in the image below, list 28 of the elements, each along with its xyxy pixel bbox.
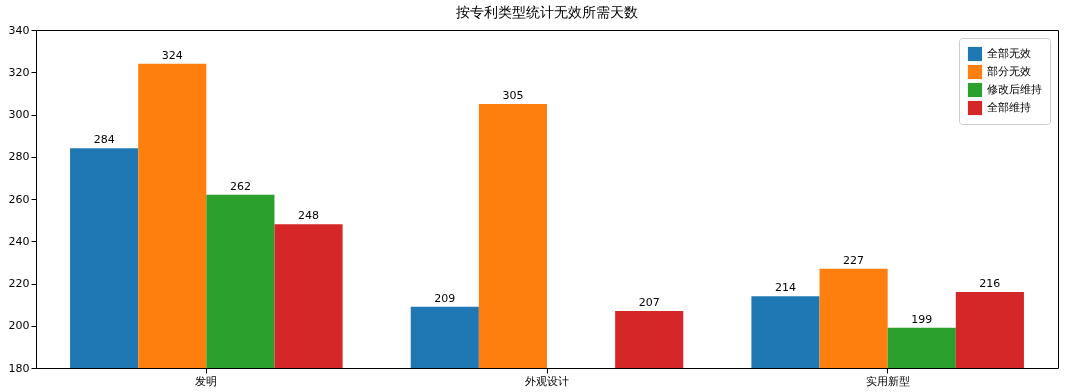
data-label: 262	[229, 179, 251, 193]
data-label: 207	[638, 295, 660, 309]
data-label: 214	[774, 281, 796, 295]
y-tick-label: 180	[8, 361, 30, 375]
legend-label: 部分无效	[987, 65, 1031, 78]
y-tick-label: 280	[8, 150, 30, 164]
y-tick-label: 340	[8, 23, 30, 37]
x-tick-label: 发明	[195, 374, 218, 388]
data-label: 209	[434, 291, 456, 305]
legend-label: 修改后维持	[987, 83, 1042, 96]
y-tick-label: 320	[8, 65, 30, 79]
data-label: 324	[161, 48, 183, 62]
data-label: 248	[298, 209, 320, 223]
data-label: 284	[93, 133, 115, 147]
x-tick-label: 外观设计	[525, 374, 569, 388]
legend-label: 全部维持	[987, 101, 1031, 114]
data-label: 216	[979, 276, 1001, 290]
y-tick-label: 240	[8, 234, 30, 248]
y-tick-label: 200	[8, 319, 30, 333]
y-tick-label: 300	[8, 108, 30, 121]
x-tick-label: 实用新型	[865, 374, 910, 388]
y-tick-label: 220	[8, 277, 30, 290]
data-label: 199	[911, 312, 933, 326]
y-tick-label: 260	[8, 192, 30, 206]
data-label: 227	[843, 253, 865, 267]
data-label: 305	[502, 88, 524, 102]
legend-label: 全部无效	[987, 47, 1031, 60]
chart-title: 按专利类型统计无效所需天数	[456, 4, 638, 20]
